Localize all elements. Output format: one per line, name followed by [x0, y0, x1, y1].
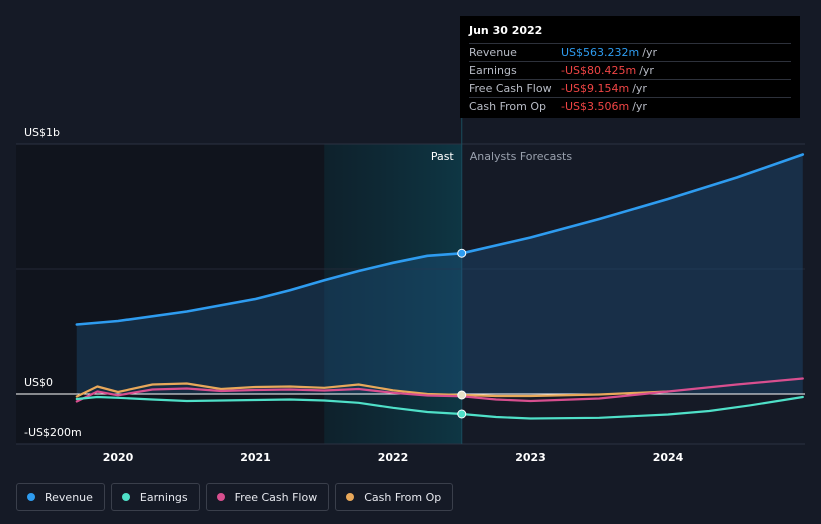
legend-dot-icon — [346, 493, 355, 501]
tooltip-label: Free Cash Flow — [469, 82, 552, 95]
tooltip-row-revenue: Revenue US$563.232m /yr — [469, 43, 791, 61]
legend-dot-icon — [27, 493, 35, 501]
legend-item-revenue[interactable]: Revenue — [16, 483, 105, 511]
series-line-free-cash-flow — [75, 377, 804, 403]
legend-item-free-cash-flow[interactable]: Free Cash Flow — [205, 483, 330, 511]
legend-dot-icon — [121, 493, 130, 501]
y-tick-label: US$1b — [24, 126, 60, 139]
tooltip-unit: /yr — [642, 46, 657, 59]
tooltip-label: Revenue — [469, 46, 517, 59]
marker-earnings — [457, 409, 467, 419]
tooltip: Jun 30 2022 Revenue US$563.232m /yr Earn… — [460, 16, 800, 118]
marker-cash-from-op — [457, 390, 467, 400]
y-tick-label: US$0 — [24, 376, 53, 389]
tooltip-value: US$563.232m — [561, 46, 640, 59]
tooltip-unit: /yr — [639, 64, 654, 77]
x-tick-label: 2024 — [653, 451, 684, 464]
tooltip-unit: /yr — [632, 82, 647, 95]
legend-dot-icon — [216, 493, 225, 501]
tooltip-row-free-cash-flow: Free Cash Flow -US$9.154m /yr — [469, 79, 791, 97]
legend-item-cash-from-op[interactable]: Cash From Op — [335, 483, 454, 511]
tooltip-label: Cash From Op — [469, 100, 547, 113]
past-label: Past — [431, 150, 455, 163]
legend-label: Earnings — [139, 490, 188, 504]
x-tick-label: 2020 — [103, 451, 134, 464]
tooltip-date: Jun 30 2022 — [469, 24, 543, 37]
series-line-earnings — [75, 395, 804, 420]
legend-item-earnings[interactable]: Earnings — [110, 483, 200, 511]
tooltip-value: -US$80.425m — [561, 64, 637, 77]
tooltip-label: Earnings — [469, 64, 517, 77]
y-tick-label: -US$200m — [24, 426, 82, 439]
legend-label: Cash From Op — [364, 490, 442, 504]
legend-label: Revenue — [45, 490, 93, 504]
tooltip-value: -US$9.154m — [561, 82, 630, 95]
x-tick-label: 2023 — [515, 451, 546, 464]
tooltip-value: -US$3.506m — [561, 100, 630, 113]
revenue-area — [76, 154, 803, 394]
x-tick-label: 2022 — [378, 451, 409, 464]
forecast-label: Analysts Forecasts — [470, 150, 573, 163]
legend-label: Free Cash Flow — [234, 490, 318, 504]
tooltip-row-earnings: Earnings -US$80.425m /yr — [469, 61, 791, 79]
series-line-cash-from-op — [75, 382, 670, 398]
marker-revenue — [457, 248, 467, 258]
series-line-revenue — [75, 153, 805, 326]
tooltip-row-cash-from-op: Cash From Op -US$3.506m /yr — [469, 97, 791, 115]
legend: Revenue Earnings Free Cash Flow Cash Fro… — [16, 483, 454, 511]
x-tick-label: 2021 — [240, 451, 271, 464]
tooltip-unit: /yr — [632, 100, 647, 113]
